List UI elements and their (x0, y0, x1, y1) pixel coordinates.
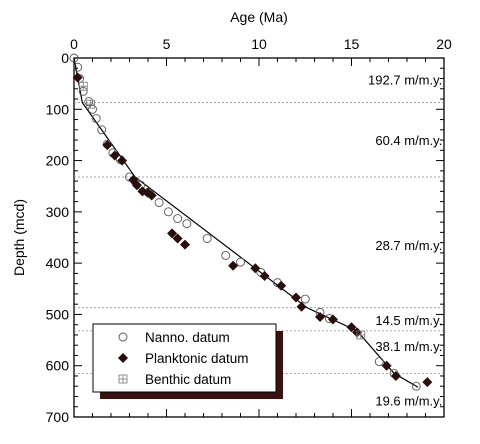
legend-label: Nanno. datum (145, 330, 230, 345)
x-tick-label: 15 (344, 36, 360, 52)
y-tick-label: 300 (46, 204, 70, 220)
point-filled-diamond (117, 155, 128, 166)
x-axis-ticks: 0 5 10 15 20 (70, 36, 452, 417)
rate-labels: 192.7 m/m.y. 60.4 m/m.y. 28.7 m/m.y. 14.5 m… (368, 73, 442, 409)
y-tick-label: 100 (46, 101, 70, 117)
point-filled-diamond (276, 280, 287, 291)
x-axis-label: Age (Ma) (230, 9, 288, 25)
sedimentation-rate-label: 38.1 m/m.y. (375, 339, 442, 354)
point-filled-diamond (381, 360, 392, 371)
y-tick-label: 0 (61, 50, 69, 66)
sedimentation-rate-label: 14.5 m/m.y. (375, 313, 442, 328)
x-tick-label: 10 (251, 36, 267, 52)
point-open-circle (374, 357, 384, 367)
point-filled-diamond (72, 72, 83, 83)
point-open-circle (73, 62, 83, 72)
legend-marker-open-circle (118, 332, 128, 342)
point-open-circle (69, 53, 79, 63)
point-filled-diamond (109, 150, 120, 161)
point-filled-diamond (315, 311, 326, 322)
point-open-circle (221, 250, 231, 260)
point-filled-diamond (146, 190, 157, 201)
point-open-circle (236, 257, 245, 267)
point-filled-diamond (296, 301, 307, 312)
y-tick-label: 400 (46, 255, 70, 271)
sedimentation-rate-label: 19.6 m/m.y. (375, 394, 442, 409)
point-filled-diamond (259, 270, 270, 281)
y-tick-label: 200 (46, 153, 70, 169)
legend: Nanno. datum Planktonic datum Benthic datu… (92, 323, 283, 399)
point-open-circle (300, 294, 310, 304)
legend-marker-open-square-cross (118, 374, 128, 384)
x-tick-label: 5 (163, 36, 171, 52)
point-filled-diamond (131, 180, 142, 191)
sedimentation-rate-label: 60.4 m/m.y. (375, 133, 442, 148)
legend-label: Benthic datum (145, 372, 231, 387)
legend-marker-filled-diamond (118, 353, 128, 363)
sedimentation-rate-label: 192.7 m/m.y. (368, 73, 442, 88)
point-open-square-cross (356, 330, 366, 340)
point-open-circle (202, 234, 212, 243)
sedimentation-rate-label: 28.7 m/m.y. (375, 238, 442, 253)
y-axis-ticks: 0 100 200 300 400 500 600 700 (46, 50, 444, 425)
point-filled-diamond (422, 377, 433, 388)
y-tick-label: 600 (46, 358, 70, 374)
point-filled-diamond (390, 370, 401, 381)
x-tick-label: 20 (436, 36, 452, 52)
point-filled-diamond (346, 322, 357, 333)
point-open-circle (84, 97, 94, 107)
y-tick-label: 500 (46, 306, 70, 322)
y-axis-label: Depth (mcd) (11, 199, 27, 276)
point-open-circle (173, 214, 183, 223)
point-open-circle (163, 207, 173, 217)
point-open-circle (88, 104, 97, 114)
legend-label: Planktonic datum (145, 351, 249, 366)
point-open-circle (182, 219, 192, 229)
point-filled-diamond (102, 140, 113, 151)
point-filled-diamond (172, 233, 183, 244)
point-filled-diamond (291, 292, 301, 303)
point-open-circle (411, 381, 421, 391)
point-open-circle (154, 198, 164, 208)
point-open-square-cross (86, 99, 96, 109)
point-filled-diamond (250, 263, 261, 274)
point-filled-diamond (180, 239, 190, 250)
data-points (69, 53, 433, 391)
point-filled-diamond (167, 228, 178, 239)
point-open-circle (91, 114, 101, 123)
point-filled-diamond (328, 314, 338, 325)
point-open-square-cross (78, 81, 88, 91)
point-open-circle (97, 125, 107, 135)
point-filled-diamond (228, 260, 239, 271)
legend-items: Nanno. datum Planktonic datum Benthic datu… (118, 330, 249, 387)
x-tick-label: 0 (70, 36, 78, 52)
y-tick-label: 700 (46, 409, 70, 425)
